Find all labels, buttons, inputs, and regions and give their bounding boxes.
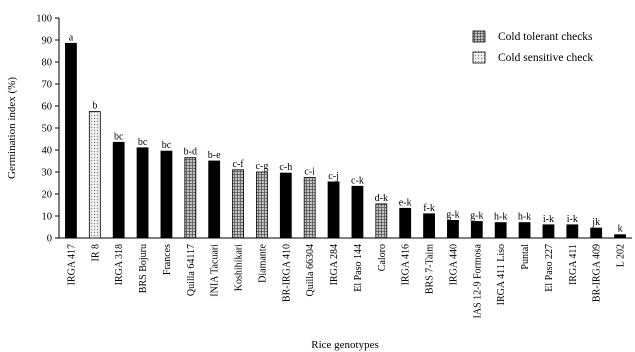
legend-swatch-sensitive: [472, 51, 486, 64]
legend-swatch-tolerant: [472, 30, 486, 43]
significance-label: g-k: [446, 209, 459, 220]
y-tick-label: 30: [42, 168, 53, 179]
significance-label: h-k: [518, 212, 531, 223]
significance-label: c-i: [304, 167, 315, 178]
x-tick-label: L 202: [616, 244, 627, 267]
bar: [470, 221, 483, 239]
bar: [542, 224, 555, 239]
significance-label: h-k: [494, 212, 507, 223]
x-tick-label: IRGA 440: [448, 244, 459, 285]
y-tick-label: 10: [42, 212, 53, 223]
significance-label: b-d: [184, 147, 197, 158]
x-tick-label: IRGA 284: [329, 244, 340, 285]
y-tick-label: 70: [42, 80, 53, 91]
x-axis-title: Rice genotypes: [311, 339, 379, 351]
y-ticks: 0 10 20 30 40 50 60 70 80 90 100: [36, 14, 59, 245]
y-tick-label: 40: [42, 146, 53, 157]
x-tick-label: BR-IRGA 409: [592, 244, 603, 302]
significance-label: d-k: [375, 193, 388, 204]
bar: [65, 42, 77, 239]
legend-label-tolerant: Cold tolerant checks: [498, 31, 593, 43]
significance-label: bc: [114, 131, 124, 142]
bar: [279, 172, 292, 239]
bar: [136, 147, 149, 239]
significance-label: i-k: [543, 214, 554, 225]
y-tick-label: 0: [47, 234, 52, 245]
bar: [375, 203, 388, 239]
bar: [399, 207, 412, 239]
bar: [447, 219, 459, 239]
bar: [184, 157, 197, 239]
bar: [351, 185, 364, 239]
bars: [65, 42, 626, 239]
significance-label: c-f: [233, 159, 245, 170]
y-tick-label: 90: [42, 36, 53, 47]
bar: [88, 111, 101, 239]
significance-label: g-k: [470, 211, 483, 222]
x-tick-label: IRGA 411 Liso: [496, 244, 507, 305]
x-tick-label: Quilla 64117: [186, 244, 197, 296]
bar: [303, 177, 316, 239]
significance-labels: a b bc bc bc b-d b-e c-f c-g c-h c-i c-j c-k d-k e-k f-…: [69, 32, 623, 234]
y-tick-label: 100: [36, 14, 52, 25]
y-axis: 0 10 20 30 40 50 60 70 80 90 100: [36, 14, 60, 245]
x-tick-label: Diamante: [257, 243, 268, 282]
legend: Cold tolerant checks Cold sensitive chec…: [472, 30, 593, 64]
bar: [112, 141, 125, 239]
x-tick-label: Caloro: [377, 244, 388, 271]
significance-label: e-k: [399, 197, 412, 208]
x-tick-label: Puntal: [520, 244, 531, 270]
y-tick-label: 50: [42, 124, 53, 135]
significance-label: bc: [138, 137, 148, 148]
x-tick-label: IRGA 411: [568, 244, 579, 285]
bar: [566, 224, 579, 239]
significance-label: bc: [162, 140, 172, 151]
significance-label: c-h: [279, 162, 292, 173]
x-tick-labels: IRGA 417 IR 8 IRGA 318 BRS Bojuru Frances Qui…: [66, 243, 626, 318]
x-tick-label: Frances: [162, 244, 173, 275]
bar: [232, 169, 244, 239]
x-tick-label: IRGA 417: [66, 244, 77, 285]
bar: [494, 222, 507, 239]
bar: [423, 213, 435, 239]
bar: [208, 160, 221, 239]
x-tick-label: INIA Tacuari: [210, 244, 221, 297]
y-tick-label: 60: [42, 102, 53, 113]
significance-label: b-e: [208, 150, 221, 161]
y-tick-label: 80: [42, 58, 53, 69]
bar: [614, 234, 626, 239]
x-tick-label: El Paso 144: [353, 244, 364, 292]
x-tick-label: IRGA 318: [114, 244, 125, 285]
significance-label: jk: [591, 217, 600, 228]
legend-label-sensitive: Cold sensitive check: [498, 52, 593, 64]
significance-label: f-k: [423, 203, 435, 214]
significance-label: i-k: [567, 214, 578, 225]
bar: [327, 181, 340, 239]
x-tick-label: IRGA 416: [401, 244, 412, 285]
bar: [590, 227, 603, 239]
significance-label: c-j: [328, 171, 339, 182]
significance-label: b: [92, 101, 97, 112]
x-tick-label: Koshihikari: [234, 244, 245, 291]
significance-label: k: [618, 224, 623, 235]
x-tick-label: El Paso 227: [544, 244, 555, 292]
bar: [256, 171, 268, 239]
significance-label: c-g: [256, 161, 269, 172]
x-tick-label: BRS 7-Taim: [425, 244, 436, 294]
x-tick-label: BRS Bojuru: [138, 244, 149, 293]
bar: [518, 222, 531, 239]
x-tick-label: Quilla 66304: [305, 244, 316, 297]
y-axis-title: Germination index (%): [6, 77, 18, 179]
x-tick-label: BR-IRGA 410: [281, 244, 292, 302]
significance-label: a: [69, 32, 74, 43]
bar: [160, 150, 173, 239]
x-tick-label: IAS 12-9 Formosa: [472, 243, 483, 318]
y-tick-label: 20: [42, 190, 53, 201]
x-tick-label: IR 8: [90, 244, 101, 262]
significance-label: c-k: [351, 175, 364, 186]
